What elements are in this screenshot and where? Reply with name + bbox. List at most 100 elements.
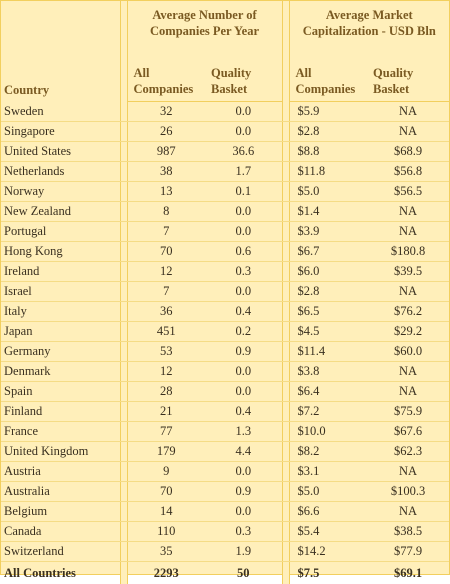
country-cell: Italy [1, 302, 120, 322]
quality-basket-count-cell: 0.0 [205, 122, 282, 142]
country-cell: Japan [1, 322, 120, 342]
all-companies-cap-cell: $2.8 [289, 282, 367, 302]
total-cap-all-companies: $7.5 [289, 562, 367, 584]
all-companies-count-cell: 179 [127, 442, 205, 462]
all-companies-cap-cell: $11.8 [289, 162, 367, 182]
quality-basket-cap-cell: NA [367, 122, 449, 142]
column-separator [282, 402, 289, 422]
all-companies-cap-header: All Companies [289, 53, 367, 102]
country-cell: Austria [1, 462, 120, 482]
all-companies-cap-cell: $8.2 [289, 442, 367, 462]
quality-basket-count-cell: 0.3 [205, 262, 282, 282]
all-companies-cap-cell: $1.4 [289, 202, 367, 222]
quality-basket-count-header: Quality Basket [205, 53, 282, 102]
all-companies-cap-cell: $6.6 [289, 502, 367, 522]
quality-basket-cap-cell: NA [367, 362, 449, 382]
all-companies-count-cell: 70 [127, 242, 205, 262]
column-separator [120, 402, 127, 422]
column-separator [282, 122, 289, 142]
column-separator [120, 282, 127, 302]
avg-market-cap-group-header: Average Market Capitalization - USD Bln [289, 1, 449, 53]
all-companies-count-cell: 12 [127, 262, 205, 282]
table-header: Country Average Number of Companies Per … [1, 1, 449, 102]
column-separator [282, 262, 289, 282]
country-cell: Switzerland [1, 542, 120, 562]
quality-basket-cap-cell: $75.9 [367, 402, 449, 422]
all-companies-count-cell: 110 [127, 522, 205, 542]
all-companies-count-cell: 77 [127, 422, 205, 442]
quality-basket-count-cell: 0.0 [205, 382, 282, 402]
column-separator [282, 462, 289, 482]
all-companies-cap-cell: $6.7 [289, 242, 367, 262]
all-companies-cap-cell: $10.0 [289, 422, 367, 442]
column-separator [282, 542, 289, 562]
total-quality-basket: 50 [205, 562, 282, 584]
country-cell: Australia [1, 482, 120, 502]
quality-basket-count-cell: 0.0 [205, 222, 282, 242]
all-companies-count-cell: 38 [127, 162, 205, 182]
quality-basket-count-cell: 0.1 [205, 182, 282, 202]
country-cell: Canada [1, 522, 120, 542]
country-cell: United Kingdom [1, 442, 120, 462]
quality-basket-cap-cell: NA [367, 502, 449, 522]
quality-basket-count-cell: 0.0 [205, 462, 282, 482]
all-companies-cap-cell: $3.1 [289, 462, 367, 482]
quality-basket-count-cell: 0.0 [205, 102, 282, 122]
column-separator [282, 342, 289, 362]
all-companies-count-cell: 13 [127, 182, 205, 202]
column-separator [282, 142, 289, 162]
quality-basket-cap-cell: $62.3 [367, 442, 449, 462]
country-cell: Ireland [1, 262, 120, 282]
all-companies-cap-cell: $2.8 [289, 122, 367, 142]
all-companies-count-cell: 26 [127, 122, 205, 142]
column-separator [282, 422, 289, 442]
total-all-companies: 2293 [127, 562, 205, 584]
quality-basket-cap-cell: NA [367, 462, 449, 482]
all-companies-cap-cell: $11.4 [289, 342, 367, 362]
column-separator [120, 162, 127, 182]
country-cell: Singapore [1, 122, 120, 142]
quality-basket-count-cell: 0.0 [205, 362, 282, 382]
quality-basket-cap-cell: NA [367, 202, 449, 222]
column-separator [282, 322, 289, 342]
quality-basket-cap-header: Quality Basket [367, 53, 449, 102]
country-cell: Hong Kong [1, 242, 120, 262]
quality-basket-count-cell: 0.9 [205, 342, 282, 362]
all-companies-cap-cell: $5.0 [289, 482, 367, 502]
all-companies-count-cell: 14 [127, 502, 205, 522]
all-companies-cap-cell: $5.0 [289, 182, 367, 202]
column-separator [120, 1, 127, 102]
quality-basket-count-cell: 1.9 [205, 542, 282, 562]
column-separator [120, 342, 127, 362]
all-companies-cap-cell: $3.8 [289, 362, 367, 382]
quality-basket-cap-cell: $100.3 [367, 482, 449, 502]
quality-basket-cap-cell: $29.2 [367, 322, 449, 342]
avg-companies-group-header: Average Number of Companies Per Year [127, 1, 282, 53]
column-separator [282, 502, 289, 522]
country-cell: Germany [1, 342, 120, 362]
column-separator [120, 362, 127, 382]
country-cell: Norway [1, 182, 120, 202]
column-separator [120, 382, 127, 402]
all-companies-cap-cell: $14.2 [289, 542, 367, 562]
quality-basket-count-cell: 4.4 [205, 442, 282, 462]
country-cell: Israel [1, 282, 120, 302]
all-companies-count-cell: 9 [127, 462, 205, 482]
column-separator [120, 302, 127, 322]
all-companies-count-cell: 28 [127, 382, 205, 402]
column-separator [120, 182, 127, 202]
all-companies-cap-cell: $3.9 [289, 222, 367, 242]
quality-basket-count-cell: 0.4 [205, 402, 282, 422]
